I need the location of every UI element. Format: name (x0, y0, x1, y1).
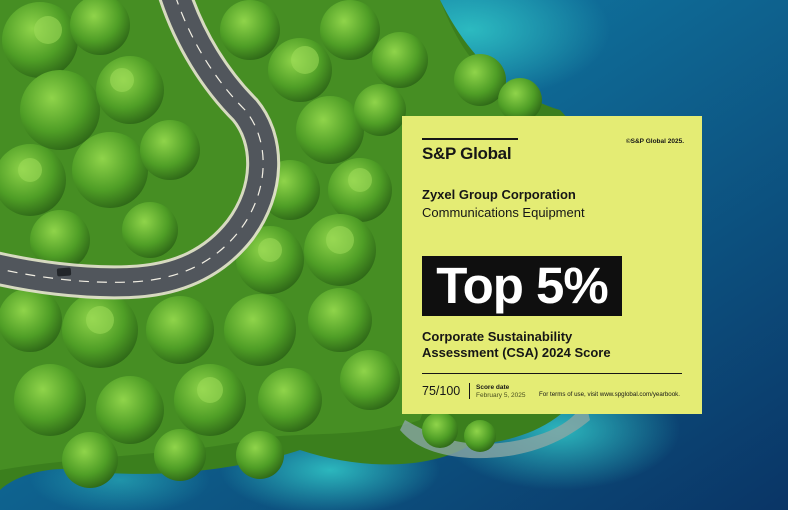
assessment-title-line-2: Assessment (CSA) 2024 Score (422, 345, 611, 360)
assessment-title-line-1: Corporate Sustainability (422, 329, 573, 344)
score-value: 75/100 (422, 384, 461, 398)
score-date-value: February 5, 2025 (476, 392, 526, 399)
logo-rule (422, 138, 518, 140)
terms-of-use-notice: For terms of use, visit www.spglobal.com… (539, 391, 680, 398)
copyright-notice: ©S&P Global 2025. (625, 138, 684, 145)
industry-name: Communications Equipment (422, 205, 585, 220)
sp-global-sustainability-card: S&P Global ©S&P Global 2025. Zyxel Group… (402, 116, 702, 414)
ranking-badge: Top 5% (422, 256, 622, 316)
divider (422, 373, 682, 374)
sp-global-logo: S&P Global (422, 144, 512, 163)
company-name: Zyxel Group Corporation (422, 187, 576, 202)
score-date-label: Score date (476, 384, 510, 391)
score-divider (469, 383, 470, 399)
